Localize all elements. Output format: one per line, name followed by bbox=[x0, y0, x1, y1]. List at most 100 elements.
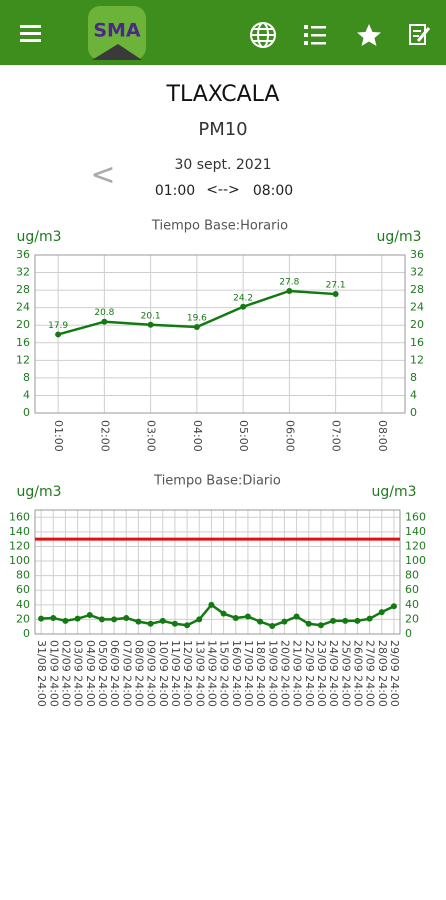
logo: SMA bbox=[88, 6, 146, 60]
data-point bbox=[330, 617, 337, 624]
y-tick-label: 0 bbox=[23, 627, 30, 640]
data-point bbox=[86, 612, 93, 619]
y-axis-label: ug/m3 bbox=[16, 229, 61, 245]
data-point bbox=[305, 620, 312, 627]
data-label: 27.1 bbox=[326, 281, 346, 291]
data-point bbox=[193, 323, 200, 330]
list-icon bbox=[311, 42, 326, 45]
range-separator: <--> bbox=[206, 182, 240, 198]
x-tick-label: 02/09 24:00 bbox=[59, 640, 72, 707]
data-point bbox=[281, 618, 288, 625]
data-point bbox=[240, 303, 247, 310]
data-point bbox=[101, 318, 108, 325]
y-axis-label: ug/m3 bbox=[16, 484, 61, 500]
x-tick-label: 04/09 24:00 bbox=[84, 640, 97, 707]
y2-tick-label: 140 bbox=[405, 525, 426, 538]
x-tick-label: 21/09 24:00 bbox=[291, 640, 304, 707]
range-start: 01:00 bbox=[155, 183, 195, 199]
y2-tick-label: 20 bbox=[405, 612, 419, 625]
y-tick-label: 16 bbox=[16, 336, 30, 349]
y2-tick-label: 0 bbox=[410, 406, 417, 419]
data-point bbox=[184, 622, 191, 629]
edit-button[interactable] bbox=[409, 24, 431, 45]
x-tick-label: 20/09 24:00 bbox=[278, 640, 291, 707]
x-tick-label: 14/09 24:00 bbox=[205, 640, 218, 707]
data-point bbox=[111, 616, 118, 623]
data-point bbox=[332, 291, 339, 298]
data-point bbox=[74, 615, 81, 622]
edit-icon bbox=[416, 27, 431, 42]
data-point bbox=[123, 614, 130, 621]
x-tick-label: 09/09 24:00 bbox=[145, 640, 158, 707]
x-tick-label: 18/09 24:00 bbox=[254, 640, 267, 707]
y2-axis-label: ug/m3 bbox=[371, 484, 416, 500]
data-point bbox=[208, 601, 215, 608]
menu-button[interactable] bbox=[20, 25, 41, 42]
data-point bbox=[147, 620, 154, 627]
data-point bbox=[286, 287, 293, 294]
y2-tick-label: 24 bbox=[410, 301, 424, 314]
data-point bbox=[38, 615, 45, 622]
y2-tick-label: 20 bbox=[410, 318, 424, 331]
prev-button[interactable]: < bbox=[90, 158, 115, 193]
y-tick-label: 20 bbox=[16, 612, 30, 625]
y2-tick-label: 0 bbox=[405, 627, 412, 640]
x-tick-label: 23/09 24:00 bbox=[315, 640, 328, 707]
y-tick-label: 120 bbox=[9, 539, 30, 552]
x-tick-label: 06/09 24:00 bbox=[108, 640, 121, 707]
y2-axis-label: ug/m3 bbox=[376, 229, 421, 245]
x-tick-label: 08:00 bbox=[376, 420, 389, 452]
logo-bg bbox=[88, 6, 146, 60]
y-tick-label: 4 bbox=[23, 388, 30, 401]
x-tick-label: 15/09 24:00 bbox=[218, 640, 231, 707]
x-tick-label: 26/09 24:00 bbox=[351, 640, 364, 707]
data-point bbox=[159, 617, 166, 624]
y2-tick-label: 36 bbox=[410, 248, 424, 261]
data-point bbox=[269, 622, 276, 629]
menu-bar bbox=[20, 25, 41, 28]
globe-button[interactable] bbox=[250, 22, 276, 48]
data-point bbox=[50, 614, 57, 621]
list-button[interactable] bbox=[304, 25, 326, 45]
range-end: 08:00 bbox=[253, 183, 293, 199]
x-tick-label: 11/09 24:00 bbox=[169, 640, 182, 707]
data-point bbox=[378, 609, 385, 616]
favorite-button[interactable] bbox=[357, 24, 381, 46]
x-tick-label: 25/09 24:00 bbox=[339, 640, 352, 707]
x-tick-label: 16/09 24:00 bbox=[230, 640, 243, 707]
data-point bbox=[354, 617, 361, 624]
data-point bbox=[232, 614, 239, 621]
y2-tick-label: 160 bbox=[405, 510, 426, 523]
data-point bbox=[196, 616, 203, 623]
y-tick-label: 28 bbox=[16, 283, 30, 296]
y-tick-label: 24 bbox=[16, 301, 30, 314]
y-tick-label: 100 bbox=[9, 554, 30, 567]
y2-tick-label: 4 bbox=[410, 388, 417, 401]
data-label: 20.8 bbox=[94, 308, 114, 318]
y-tick-label: 20 bbox=[16, 318, 30, 331]
y-tick-label: 36 bbox=[16, 248, 30, 261]
y2-tick-label: 12 bbox=[410, 353, 424, 366]
list-icon bbox=[304, 25, 308, 29]
y2-tick-label: 8 bbox=[410, 371, 417, 384]
data-label: 24.2 bbox=[233, 293, 253, 303]
y-tick-label: 0 bbox=[23, 406, 30, 419]
data-point bbox=[62, 617, 69, 624]
y-tick-label: 160 bbox=[9, 510, 30, 523]
x-tick-label: 22/09 24:00 bbox=[303, 640, 316, 707]
x-tick-label: 03/09 24:00 bbox=[72, 640, 85, 707]
data-label: 27.8 bbox=[279, 277, 299, 287]
y-tick-label: 60 bbox=[16, 583, 30, 596]
chart-title: Tiempo Base:Horario bbox=[151, 219, 288, 234]
plot-frame bbox=[34, 254, 406, 414]
y-tick-label: 8 bbox=[23, 371, 30, 384]
date: 30 sept. 2021 bbox=[174, 157, 271, 173]
logo-mountain bbox=[92, 44, 142, 60]
x-tick-label: 02:00 bbox=[98, 420, 111, 452]
y2-tick-label: 32 bbox=[410, 266, 424, 279]
x-tick-label: 24/09 24:00 bbox=[327, 640, 340, 707]
x-tick-label: 12/09 24:00 bbox=[181, 640, 194, 707]
x-tick-label: 05/09 24:00 bbox=[96, 640, 109, 707]
